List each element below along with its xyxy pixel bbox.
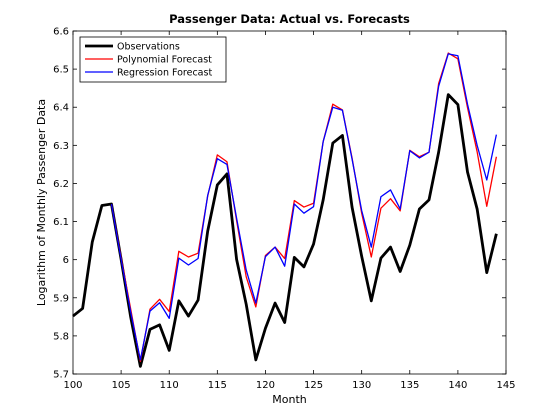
x-tick-label: 125	[304, 380, 323, 391]
axes-box	[72, 30, 507, 375]
y-tick-label: 6.1	[53, 217, 69, 228]
x-tick-label: 135	[400, 380, 419, 391]
y-tick-label: 6.3	[53, 141, 69, 152]
y-tick-label: 6.5	[53, 65, 69, 76]
x-tick-label: 115	[208, 380, 227, 391]
x-tick-label: 110	[160, 380, 179, 391]
y-tick-label: 5.9	[53, 293, 69, 304]
y-tick-label: 6	[63, 255, 69, 266]
chart-title: Passenger Data: Actual vs. Forecasts	[169, 12, 410, 26]
x-tick-label: 120	[256, 380, 275, 391]
axis-ticks: 100 105 110 115 120 125 130 135 140 145 5.7 5.8 5.9 6…	[53, 27, 515, 392]
legend-label-regression-forecast: Regression Forecast	[117, 68, 212, 79]
series-line-observations	[72, 93, 498, 368]
x-tick-label: 140	[448, 380, 467, 391]
plot-lines	[72, 52, 498, 368]
x-tick-label: 100	[63, 380, 82, 391]
y-tick-label: 6.6	[53, 27, 69, 38]
x-tick-label: 105	[112, 380, 131, 391]
x-tick-label: 145	[496, 380, 515, 391]
legend[interactable]: Observations Polynomial Forecast Regressio…	[79, 36, 227, 83]
y-tick-label: 5.8	[53, 331, 69, 342]
legend-label-polynomial-forecast: Polynomial Forecast	[117, 55, 212, 66]
legend-label-observations: Observations	[117, 42, 180, 53]
y-tick-label: 6.2	[53, 179, 69, 190]
x-tick-label: 130	[352, 380, 371, 391]
y-tick-label: 5.7	[53, 370, 69, 381]
series-line-regression-forecast	[110, 53, 498, 361]
y-axis-label: Logarithm of Monthly Passenger Data	[35, 99, 48, 306]
x-axis-label: Month	[272, 393, 307, 406]
y-tick-label: 6.4	[53, 103, 69, 114]
